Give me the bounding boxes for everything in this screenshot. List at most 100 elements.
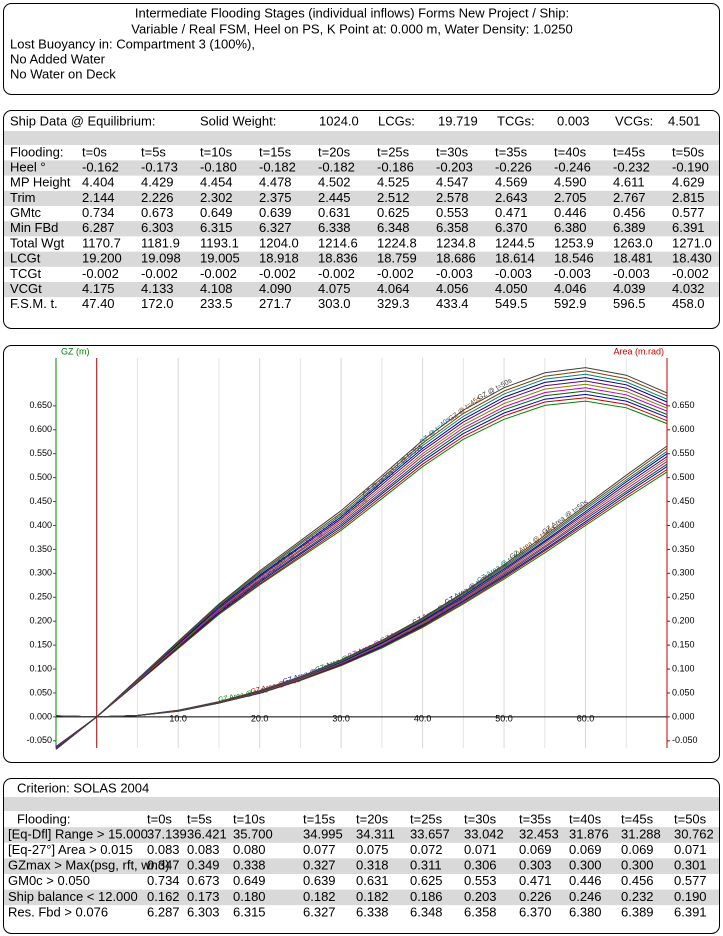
- y2-tick-label: 0.150: [672, 639, 695, 649]
- cell: 0.075: [356, 842, 389, 857]
- x-tick-label: 40.0: [414, 713, 432, 723]
- cell: 0.631: [318, 205, 351, 220]
- y-tick-label: 0.600: [29, 424, 52, 434]
- criterion-title: Criterion: SOLAS 2004: [17, 780, 149, 795]
- cell: 329.3: [377, 296, 410, 311]
- cell: 549.5: [495, 296, 528, 311]
- cell: 4.056: [436, 281, 469, 296]
- cell: 2.643: [495, 190, 528, 205]
- cell: 0.673: [187, 873, 220, 888]
- cell: 2.512: [377, 190, 410, 205]
- column-header: t=40s: [569, 811, 602, 826]
- cell: 0.071: [464, 842, 497, 857]
- cell: 0.083: [187, 842, 220, 857]
- y2-tick-label: 0.250: [672, 592, 695, 602]
- y-tick-label: 0.050: [29, 687, 52, 697]
- cell: 18.546: [554, 251, 594, 266]
- cell: 4.175: [82, 281, 115, 296]
- cell: 0.190: [674, 889, 707, 904]
- y2-axis-label: Area (m.rad): [613, 346, 664, 356]
- column-header: t=15s: [303, 811, 336, 826]
- row-label: Ship balance < 12.000: [8, 889, 138, 904]
- cell: -0.002: [672, 266, 709, 281]
- cell: 0.300: [569, 858, 602, 873]
- cell: 4.064: [377, 281, 410, 296]
- cell: 4.039: [613, 281, 646, 296]
- column-header: t=25s: [410, 811, 443, 826]
- row-shade: [4, 251, 719, 267]
- cell: 1263.0: [613, 235, 653, 250]
- cell: 37.139: [147, 826, 187, 841]
- header-detail: No Added Water: [10, 51, 106, 66]
- cell: 0.471: [495, 205, 528, 220]
- cell: 0.639: [259, 205, 292, 220]
- y2-tick-label: 0.000: [672, 711, 695, 721]
- cell: 1234.8: [436, 235, 476, 250]
- row-label: TCGt: [10, 266, 41, 281]
- cell: 4.525: [377, 175, 410, 190]
- cell: 458.0: [672, 296, 705, 311]
- column-header: t=35s: [519, 811, 552, 826]
- y-tick-label: 0.400: [29, 520, 52, 530]
- cell: 6.315: [200, 220, 233, 235]
- row-label: [Eq-Dfl] Range > 15.000: [8, 826, 148, 841]
- cell: 6.303: [141, 220, 174, 235]
- cell: 18.430: [672, 251, 712, 266]
- cell: 2.578: [436, 190, 469, 205]
- column-header: t=30s: [436, 144, 469, 159]
- y-tick-label: -0.050: [26, 735, 52, 745]
- y-tick-label: 0.250: [29, 592, 52, 602]
- cell: 36.421: [187, 826, 227, 841]
- cell: 0.071: [674, 842, 707, 857]
- cell: -0.002: [200, 266, 237, 281]
- y2-tick-label: 0.100: [672, 663, 695, 673]
- cell: -0.226: [495, 159, 532, 174]
- cell: 0.069: [621, 842, 654, 857]
- row-label: Total Wgt: [10, 235, 65, 250]
- cell: 6.348: [377, 220, 410, 235]
- cell: 0.471: [519, 873, 552, 888]
- column-header: t=45s: [621, 811, 654, 826]
- cell: -0.003: [554, 266, 591, 281]
- row-label: Min FBd: [10, 220, 58, 235]
- y2-tick-label: 0.600: [672, 424, 695, 434]
- cell: -0.232: [613, 159, 650, 174]
- cell: 0.734: [147, 873, 180, 888]
- row-shade: [4, 827, 719, 843]
- cell: -0.002: [259, 266, 296, 281]
- cell: 0.577: [674, 873, 707, 888]
- cell: -0.186: [377, 159, 414, 174]
- cell: 6.389: [613, 220, 646, 235]
- cell: 6.358: [464, 904, 497, 919]
- y-tick-label: 0.550: [29, 448, 52, 458]
- cell: 4.569: [495, 175, 528, 190]
- cell: 4.090: [259, 281, 292, 296]
- row-shade: [4, 160, 719, 176]
- y-tick-label: 0.300: [29, 568, 52, 578]
- cell: 303.0: [318, 296, 351, 311]
- cell: 0.083: [147, 842, 180, 857]
- cell: 32.453: [519, 826, 559, 841]
- cell: -0.002: [318, 266, 355, 281]
- cell: -0.182: [318, 159, 355, 174]
- y2-tick-label: 0.650: [672, 400, 695, 410]
- column-header: Flooding:: [10, 144, 63, 159]
- column-header: t=50s: [672, 144, 705, 159]
- column-header: t=25s: [377, 144, 410, 159]
- cell: 6.358: [436, 220, 469, 235]
- summary-text: TCGs:: [497, 113, 535, 128]
- cell: 0.553: [464, 873, 497, 888]
- cell: 0.734: [82, 205, 115, 220]
- y-tick-label: 0.350: [29, 544, 52, 554]
- cell: 4.046: [554, 281, 587, 296]
- cell: 31.288: [621, 826, 661, 841]
- y2-tick-label: 0.550: [672, 448, 695, 458]
- cell: 0.226: [519, 889, 552, 904]
- cell: 34.311: [356, 826, 395, 841]
- y-tick-label: 0.650: [29, 400, 52, 410]
- cell: 4.590: [554, 175, 587, 190]
- column-header: t=35s: [495, 144, 528, 159]
- summary-text: 4.501: [668, 113, 701, 128]
- row-shade: [4, 889, 719, 906]
- cell: 0.456: [613, 205, 646, 220]
